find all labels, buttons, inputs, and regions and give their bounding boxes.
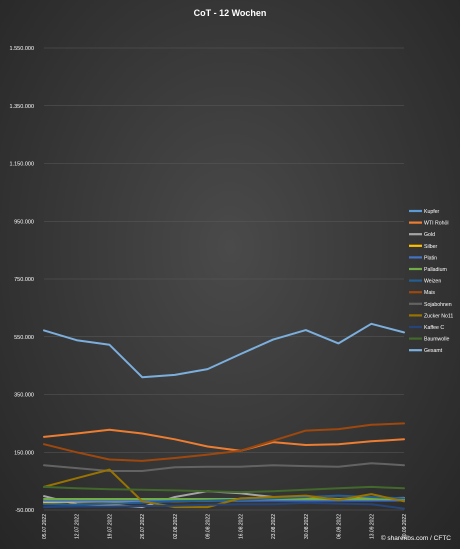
x-tick-label: 19.07.2022 (107, 514, 113, 539)
series-lines (43, 322, 405, 510)
legend-label: Weizen (424, 279, 441, 285)
y-tick-label: 1.550.000 (10, 46, 34, 52)
series-line-kaffee-c (43, 501, 405, 510)
series-line-mais (43, 422, 405, 462)
gridlines (44, 47, 404, 511)
x-tick-label: 06.09.2022 (337, 514, 343, 539)
legend-label: Baumwolle (424, 337, 449, 343)
legend-label: Mais (424, 290, 435, 296)
legend-label: WTI Rohöl (424, 221, 449, 227)
legend-label: Platin (424, 255, 437, 261)
x-tick-label: 20.09.2022 (402, 514, 408, 539)
y-tick-label: 1.150.000 (10, 162, 34, 168)
y-tick-label: 750.000 (14, 277, 34, 283)
x-tick-label: 26.07.2022 (140, 514, 146, 539)
source-credit: © shareribs.com / CFTC (381, 534, 451, 542)
series-line-baumwolle (43, 485, 405, 494)
legend-label: Silber (424, 244, 438, 250)
series-line-weizen (43, 494, 405, 506)
x-tick-label: 13.09.2022 (369, 514, 375, 539)
legend-label: Kupfer (424, 209, 440, 215)
legend-label: Gold (424, 232, 435, 238)
y-axis-tick-labels: -50.000 150.000 350.000 550.000 750.000 950.0… (10, 46, 34, 514)
legend-label: Sojabohnen (424, 302, 452, 308)
y-tick-label: 350.000 (14, 393, 34, 399)
y-tick-label: 950.000 (14, 219, 34, 225)
x-tick-label: 30.08.2022 (304, 514, 310, 539)
y-tick-label: 550.000 (14, 335, 34, 341)
x-tick-label: 12.07.2022 (75, 514, 81, 539)
x-tick-label: 05.07.2022 (42, 514, 48, 539)
x-tick-label: 09.08.2022 (206, 514, 212, 539)
series-line-sojabohnen (43, 462, 405, 472)
y-tick-label: -50.000 (15, 508, 34, 514)
y-tick-label: 1.350.000 (10, 104, 34, 110)
series-line-zucker-no11 (43, 468, 405, 509)
series-line-wti-roh-l (43, 428, 405, 452)
x-tick-label: 23.08.2022 (271, 514, 277, 539)
legend-label: Zucker No11 (424, 313, 453, 319)
x-tick-label: 02.08.2022 (173, 514, 179, 539)
series-line-gesamt (43, 322, 405, 379)
legend-label: Palladium (424, 267, 447, 273)
legend-label: Gesamt (424, 348, 443, 354)
chart-title: CoT - 12 Wochen (194, 8, 267, 18)
x-axis-tick-labels: 05.07.2022 12.07.2022 19.07.2022 26.07.2022… (42, 514, 408, 539)
legend-label: Kaffee C (424, 325, 444, 331)
legend: Kupfer WTI Rohöl Gold Silber Platin Palladium… (409, 209, 453, 354)
y-tick-label: 150.000 (14, 450, 34, 456)
x-tick-label: 16.08.2022 (238, 514, 244, 539)
